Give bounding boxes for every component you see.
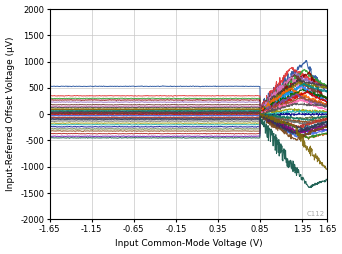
Text: C112: C112: [306, 211, 325, 217]
X-axis label: Input Common-Mode Voltage (V): Input Common-Mode Voltage (V): [115, 240, 262, 248]
Y-axis label: Input-Referred Offset Voltage (µV): Input-Referred Offset Voltage (µV): [5, 37, 15, 192]
